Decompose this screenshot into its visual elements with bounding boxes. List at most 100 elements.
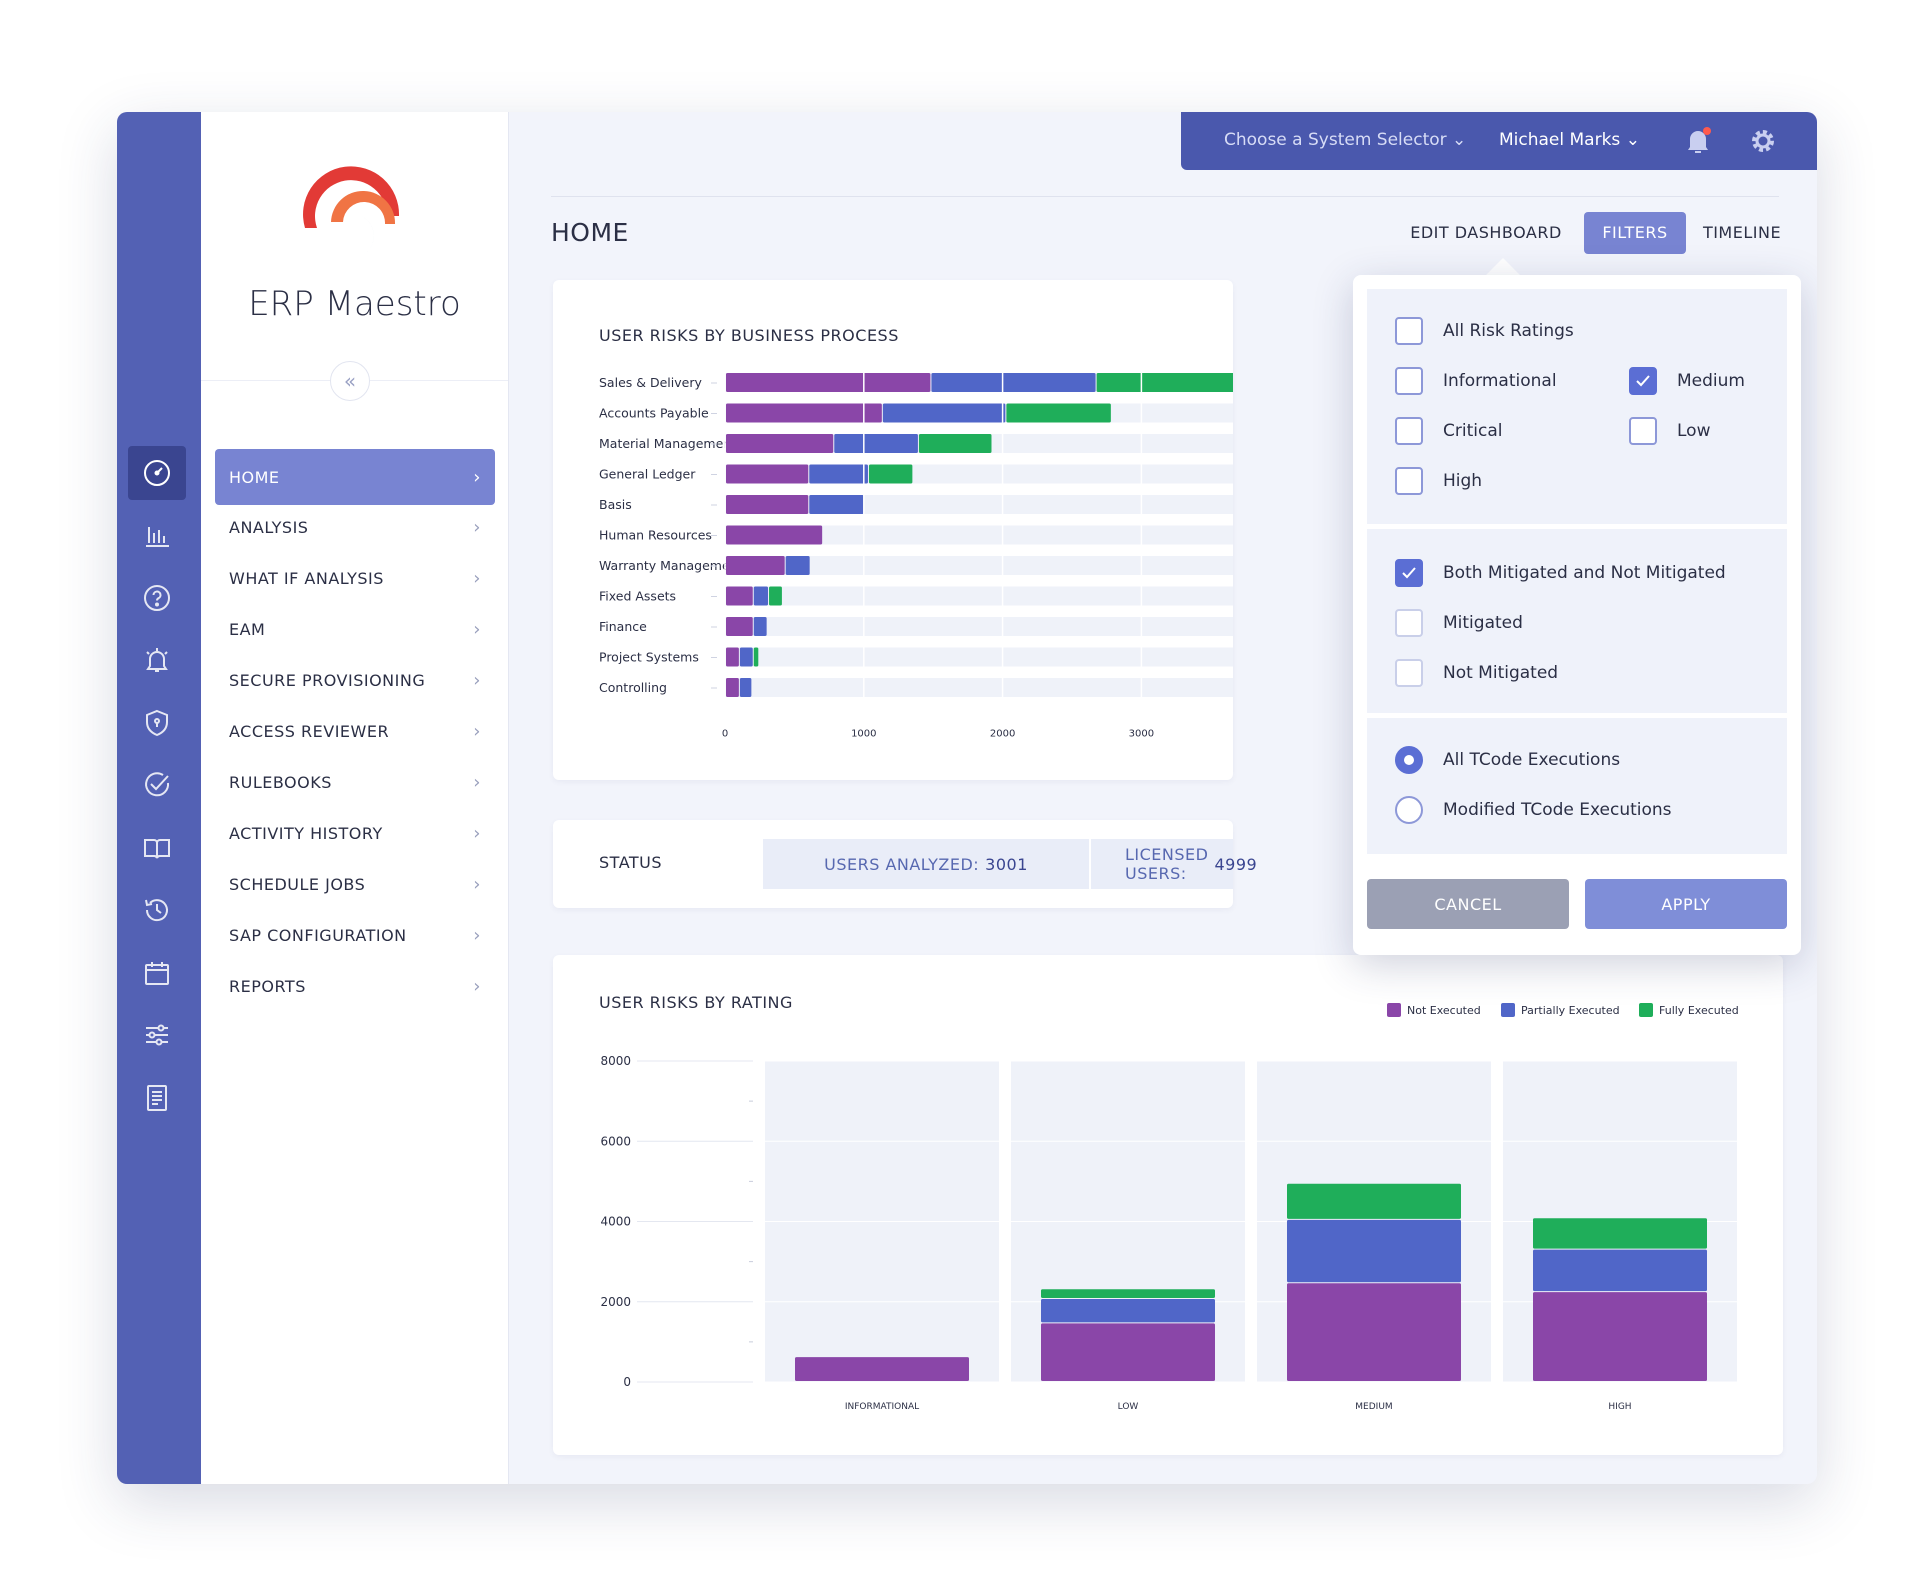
app-window: ERP Maestro « HOME › ANALYSIS › WHAT IF AN… [117, 112, 1817, 1484]
brand-name: ERP Maestro [248, 284, 461, 324]
bar-segment-fully-executed [868, 464, 913, 484]
category-label: Fixed Assets [599, 589, 676, 604]
book-icon[interactable] [128, 821, 186, 875]
medium-checkbox[interactable]: Medium [1629, 367, 1745, 395]
critical-checkbox[interactable]: Critical [1395, 417, 1502, 445]
radio-dot[interactable] [1395, 796, 1423, 824]
nav-item-activity-history[interactable]: ACTIVITY HISTORY › [229, 822, 481, 844]
cancel-button[interactable]: CANCEL [1367, 879, 1569, 929]
bar-segment-partially-executed [739, 647, 753, 667]
x-tick-label: INFORMATIONAL [845, 1402, 919, 1412]
report-icon[interactable] [128, 1071, 186, 1125]
sliders-icon[interactable] [128, 1008, 186, 1062]
bar-segment-partially-executed [785, 556, 810, 575]
x-tick-label: 1000 [851, 729, 876, 740]
nav-panel: ERP Maestro « HOME › ANALYSIS › WHAT IF AN… [201, 112, 509, 1484]
chevron-right-icon: › [473, 771, 481, 793]
tab-filters[interactable]: FILTERS [1584, 212, 1686, 254]
not-mitigated-checkbox[interactable]: Not Mitigated [1395, 659, 1558, 687]
settings-gear-icon[interactable] [1746, 124, 1780, 158]
nav-item-eam[interactable]: EAM › [229, 618, 481, 640]
collapse-sidebar-button[interactable]: « [330, 361, 370, 401]
informational-checkbox[interactable]: Informational [1395, 367, 1557, 395]
mitigation-filter-section: Both Mitigated and Not Mitigated Mitigat… [1367, 529, 1787, 713]
shield-icon[interactable] [128, 696, 186, 750]
nav-item-reports[interactable]: REPORTS › [229, 975, 481, 997]
users-analyzed-stat: USERS ANALYZED: 3001 [763, 839, 1089, 889]
calendar-icon[interactable] [128, 946, 186, 1000]
x-tick-label: MEDIUM [1355, 1402, 1392, 1412]
y-tick-label: 4000 [600, 1215, 631, 1229]
icon-rail [117, 112, 201, 1484]
category-label: Sales & Delivery [599, 375, 702, 390]
category-label: Warranty Management [599, 558, 743, 573]
user-menu-dropdown[interactable]: Michael Marks ⌄ [1499, 130, 1640, 150]
nav-item-analysis[interactable]: ANALYSIS › [229, 516, 481, 538]
nav-item-secure-provisioning[interactable]: SECURE PROVISIONING › [229, 669, 481, 691]
business-process-title: USER RISKS BY BUSINESS PROCESS [599, 326, 899, 345]
check-circle-icon[interactable] [128, 758, 186, 812]
bar-segment-not-executed [726, 556, 785, 575]
checkmark-icon[interactable] [1629, 367, 1657, 395]
checkbox-box[interactable] [1395, 609, 1423, 637]
bar-segment-not-executed [726, 678, 739, 697]
mitigated-checkbox[interactable]: Mitigated [1395, 609, 1523, 637]
bar-segment-fully-executed [1287, 1183, 1461, 1219]
high-checkbox[interactable]: High [1395, 467, 1482, 495]
category-label: Finance [599, 619, 647, 634]
analysis-icon[interactable] [128, 508, 186, 562]
all-risk-ratings-checkbox[interactable]: All Risk Ratings [1395, 317, 1574, 345]
legend-swatch [1387, 1003, 1401, 1017]
both-mitigated-checkbox[interactable]: Both Mitigated and Not Mitigated [1395, 559, 1726, 587]
nav-item-schedule-jobs[interactable]: SCHEDULE JOBS › [229, 873, 481, 895]
category-label: Human Resources [599, 528, 712, 543]
bar-segment-partially-executed [753, 617, 767, 636]
nav-item-sap-configuration[interactable]: SAP CONFIGURATION › [229, 924, 481, 946]
checkbox-box[interactable] [1395, 659, 1423, 687]
bar-segment-not-executed [726, 525, 823, 545]
notification-bell-icon[interactable] [1681, 124, 1715, 158]
risk-rating-card: USER RISKS BY RATING Not Executed Partial… [553, 955, 1783, 1455]
low-checkbox[interactable]: Low [1629, 417, 1710, 445]
bar-segment-fully-executed [918, 434, 992, 453]
bar-segment-not-executed [726, 403, 882, 423]
chevron-right-icon: › [473, 924, 481, 946]
apply-button[interactable]: APPLY [1585, 879, 1787, 929]
checkmark-icon[interactable] [1395, 559, 1423, 587]
x-tick-label: 3000 [1129, 729, 1154, 740]
bar-segment-partially-executed [834, 434, 918, 453]
nav-item-home[interactable]: HOME › [215, 449, 495, 505]
dashboard-icon[interactable] [128, 446, 186, 500]
checkbox-box[interactable] [1629, 417, 1657, 445]
system-selector-dropdown[interactable]: Choose a System Selector ⌄ [1224, 130, 1467, 150]
nav-item-access-reviewer[interactable]: ACCESS REVIEWER › [229, 720, 481, 742]
chevron-right-icon: › [473, 567, 481, 589]
history-icon[interactable] [128, 883, 186, 937]
header-divider [551, 196, 1779, 197]
licensed-users-stat: LICENSED USERS: 4999 [1091, 839, 1257, 889]
category-label: Basis [599, 497, 632, 512]
y-tick-label: 8000 [600, 1054, 631, 1068]
tab-timeline[interactable]: TIMELINE [1702, 223, 1782, 242]
bar-segment-not-executed [726, 373, 931, 392]
checkbox-box[interactable] [1395, 317, 1423, 345]
all-tcode-radio[interactable]: All TCode Executions [1395, 746, 1620, 774]
x-tick-label: LOW [1118, 1402, 1139, 1412]
modified-tcode-radio[interactable]: Modified TCode Executions [1395, 796, 1672, 824]
checkbox-box[interactable] [1395, 367, 1423, 395]
erp-maestro-logo [303, 166, 400, 256]
bell-icon[interactable] [128, 633, 186, 687]
checkbox-box[interactable] [1395, 417, 1423, 445]
bar-track [725, 525, 1233, 545]
radio-dot[interactable] [1395, 746, 1423, 774]
help-icon[interactable] [128, 571, 186, 625]
bar-segment-partially-executed [1533, 1249, 1707, 1292]
nav-item-what-if-analysis[interactable]: WHAT IF ANALYSIS › [229, 567, 481, 589]
bar-segment-partially-executed [1287, 1219, 1461, 1283]
bar-segment-not-executed [726, 495, 809, 514]
tab-edit-dashboard[interactable]: EDIT DASHBOARD [1410, 223, 1562, 242]
checkbox-box[interactable] [1395, 467, 1423, 495]
category-label: Controlling [599, 680, 667, 695]
category-label: Project Systems [599, 650, 699, 665]
nav-item-rulebooks[interactable]: RULEBOOKS › [229, 771, 481, 793]
